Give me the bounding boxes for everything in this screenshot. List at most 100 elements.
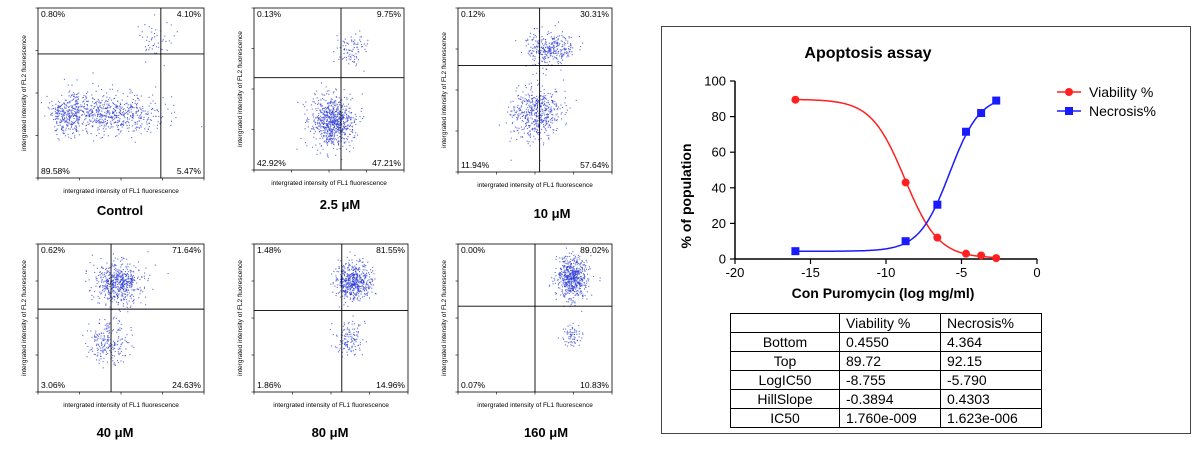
table-cell: 89.72 <box>839 351 941 371</box>
data-point <box>791 95 800 104</box>
panel-caption: 10 μM <box>533 206 571 221</box>
quadrant-percent-label: 0.12% <box>461 9 486 19</box>
y-axis-label: intergrated intensity of FL2 fluorescenc… <box>441 260 448 376</box>
quadrant-percent-label: 14.96% <box>376 380 405 390</box>
legend-label: Necrosis% <box>1089 103 1156 119</box>
flow-plot: 0.13% 9.75% 42.92% 47.21% intergrated intens… <box>237 7 405 187</box>
quadrant-percent-label: 24.63% <box>172 380 201 390</box>
data-point <box>962 127 971 136</box>
y-axis-label: intergrated intensity of FL2 fluorescenc… <box>21 35 28 151</box>
flow-panel-control: 0.80% 4.10% 89.58% 5.47% intergrated intensi… <box>14 6 210 200</box>
flow-plot: 0.62% 71.64% 3.06% 24.63% intergrated intens… <box>21 243 205 409</box>
flow-panel-160um: 0.00% 89.02% 0.07% 10.83% intergrated intens… <box>434 242 618 414</box>
x-tick-label: -5 <box>956 265 968 280</box>
table-cell: -8.755 <box>839 370 941 390</box>
x-axis-label: intergrated intensity of FL1 fluorescenc… <box>63 402 179 409</box>
table-cell: 1.623e-006 <box>940 408 1042 428</box>
y-axis-label: intergrated intensity of FL2 fluorescenc… <box>237 260 244 376</box>
flow-plot: 0.00% 89.02% 0.07% 10.83% intergrated intens… <box>441 243 613 409</box>
y-tick-label: 40 <box>712 180 726 195</box>
data-point <box>791 247 800 256</box>
table-cell: LogIC50 <box>730 370 840 390</box>
quadrant-percent-label: 10.83% <box>580 380 609 390</box>
quadrant-percent-label: 1.48% <box>257 245 282 255</box>
legend-marker <box>1065 107 1073 115</box>
x-axis-label: intergrated intensity of FL1 fluorescenc… <box>477 182 593 189</box>
quadrant-percent-label: 9.75% <box>377 9 402 19</box>
quadrant-percent-label: 0.62% <box>41 245 66 255</box>
data-point <box>901 237 910 246</box>
y-axis-label: intergrated intensity of FL2 fluorescenc… <box>237 31 244 147</box>
data-point <box>962 249 971 258</box>
data-point <box>977 109 986 118</box>
quadrant-percent-label: 1.86% <box>257 380 282 390</box>
quadrant-percent-label: 3.06% <box>41 380 66 390</box>
plot-frame <box>253 7 405 171</box>
x-axis-label: intergrated intensity of FL1 fluorescenc… <box>63 188 179 195</box>
quadrant-percent-label: 47.21% <box>372 158 401 168</box>
y-tick-label: 100 <box>704 74 726 89</box>
y-tick-label: 20 <box>712 216 726 231</box>
curve-fit-table: Viability % Necrosis% Bottom 0.4550 4.364 Top… <box>730 313 1042 428</box>
x-axis-label: intergrated intensity of FL1 fluorescenc… <box>271 180 387 187</box>
y-axis-label: intergrated intensity of FL2 fluorescenc… <box>21 260 28 376</box>
scatter-points <box>498 21 584 162</box>
x-tick-label: -10 <box>877 265 896 280</box>
scatter-points <box>296 30 369 161</box>
panel-caption: 2.5 μM <box>319 197 361 212</box>
table-row: IC50 1.760e-009 1.623e-006 <box>730 408 1042 428</box>
table-cell: Bottom <box>730 332 840 352</box>
flow-plot: 1.48% 81.55% 1.86% 14.96% intergrated intens… <box>237 243 409 409</box>
table-header-cell: Necrosis% <box>940 313 1042 333</box>
quadrant-percent-label: 0.00% <box>461 245 486 255</box>
table-header-cell: Viability % <box>839 313 941 333</box>
apoptosis-dose-response-chart: Apoptosis assay % of population Con Puro… <box>678 45 1156 301</box>
table-cell: -5.790 <box>940 370 1042 390</box>
quadrant-percent-label: 81.55% <box>376 245 405 255</box>
legend-marker <box>1065 88 1073 96</box>
data-point <box>992 96 1001 105</box>
data-point <box>901 178 910 187</box>
table-cell: HillSlope <box>730 389 840 409</box>
table-cell: IC50 <box>730 408 840 428</box>
quadrant-percent-label: 89.02% <box>580 245 609 255</box>
apoptosis-figure-frame <box>661 26 1191 434</box>
flow-panel-2-5um: 0.13% 9.75% 42.92% 47.21% intergrated intens… <box>230 6 410 192</box>
flow-panel-10um: 0.12% 30.31% 11.94% 57.64% intergrated inten… <box>434 6 618 194</box>
table-row: Top 89.72 92.15 <box>730 351 1042 371</box>
panel-caption: 160 μM <box>523 425 569 440</box>
quadrant-percent-label: 89.58% <box>41 166 70 176</box>
table-header-cell <box>730 313 840 333</box>
table-cell: 4.364 <box>940 332 1042 352</box>
table-row: HillSlope -0.3894 0.4303 <box>730 389 1042 409</box>
quadrant-percent-label: 5.47% <box>177 166 202 176</box>
table-row: LogIC50 -8.755 -5.790 <box>730 370 1042 390</box>
flow-panel-80um: 1.48% 81.55% 1.86% 14.96% intergrated intens… <box>230 242 414 414</box>
plot-frame <box>37 7 205 179</box>
scatter-points <box>82 251 169 369</box>
quadrant-percent-label: 0.80% <box>41 9 66 19</box>
fit-curve <box>795 98 997 259</box>
x-axis-label: Con Puromycin (log mg/ml) <box>792 285 975 301</box>
y-axis-label: intergrated intensity of FL2 fluorescenc… <box>441 32 448 148</box>
panel-caption: 80 μM <box>311 425 349 440</box>
table-cell: 1.760e-009 <box>839 408 941 428</box>
plot-frame <box>37 243 205 393</box>
flow-panel-40um: 0.62% 71.64% 3.06% 24.63% intergrated intens… <box>14 242 210 414</box>
data-point <box>992 254 1001 263</box>
scatter-points <box>548 247 601 347</box>
quadrant-percent-label: 57.64% <box>580 160 609 170</box>
scatter-points <box>329 251 377 358</box>
x-axis-label: intergrated intensity of FL1 fluorescenc… <box>273 402 389 409</box>
y-axis-label: % of population <box>678 144 694 249</box>
table-cell: 92.15 <box>940 351 1042 371</box>
table-cell: 0.4303 <box>940 389 1042 409</box>
table-header-row: Viability % Necrosis% <box>730 313 1042 333</box>
table-row: Bottom 0.4550 4.364 <box>730 332 1042 352</box>
fit-curve <box>795 101 997 252</box>
y-tick-label: 80 <box>712 109 726 124</box>
data-point <box>933 233 942 242</box>
y-tick-label: 0 <box>719 252 726 267</box>
data-point <box>933 200 942 209</box>
quadrant-percent-label: 11.94% <box>461 160 490 170</box>
